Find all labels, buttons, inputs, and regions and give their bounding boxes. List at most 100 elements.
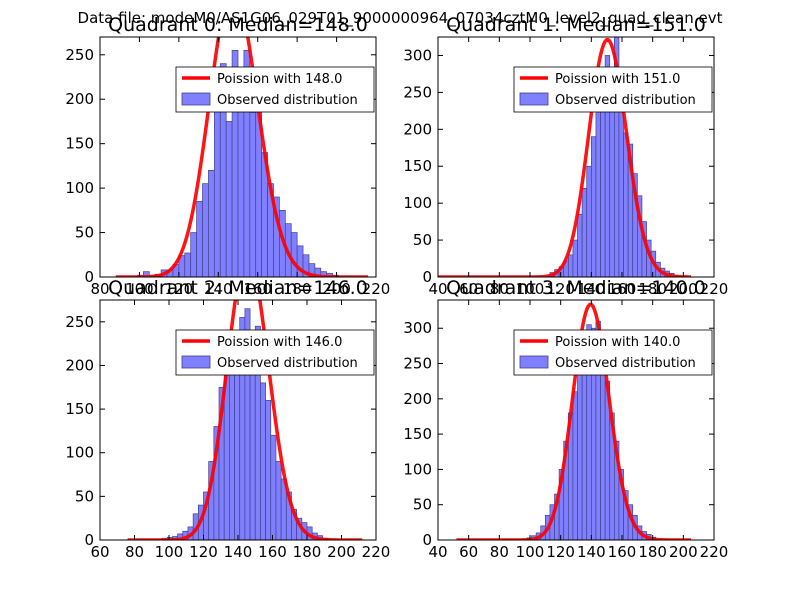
histogram-bar [229, 369, 235, 540]
histogram-bar [202, 183, 209, 277]
x-tick-label: 120 [189, 543, 218, 561]
histogram-bar [237, 94, 245, 277]
x-tick-label: 160 [258, 543, 287, 561]
x-tick-label: 100 [125, 280, 154, 298]
histogram-bar [623, 132, 629, 277]
histogram-bar [260, 382, 266, 540]
histogram-bar [225, 121, 233, 277]
x-tick-label: 160 [608, 543, 637, 561]
histogram-bar [595, 106, 601, 277]
x-tick-label: 40 [428, 543, 447, 561]
x-tick-label: 100 [516, 280, 545, 298]
y-tick-label: 300 [403, 319, 432, 337]
legend-observed-label: Observed distribution [217, 93, 358, 108]
x-tick-label: 200 [327, 543, 356, 561]
y-tick-label: 50 [75, 487, 94, 505]
axes-frame [99, 36, 377, 278]
histogram-bars [137, 49, 339, 277]
x-tick-label: 180 [283, 280, 312, 298]
x-tick-label: 160 [608, 280, 637, 298]
x-tick-label: 80 [490, 543, 509, 561]
histogram-bar [572, 239, 578, 277]
axes-frame [437, 36, 715, 278]
panel-title: Quadrant 2: Median=146.0 [108, 277, 368, 299]
x-tick-label: 120 [546, 280, 575, 298]
legend: Poission with 148.0 Observed distribution [175, 66, 375, 113]
panel-title: Quadrant 3: Median=140.0 [446, 277, 706, 299]
y-tick-label: 0 [422, 531, 432, 549]
x-tick-label: 60 [459, 543, 478, 561]
legend-observed-label: Observed distribution [217, 356, 358, 371]
x-tick-label: 80 [90, 280, 109, 298]
y-tick-label: 50 [413, 231, 432, 249]
y-tick-label: 100 [65, 179, 94, 197]
histogram-bar [208, 169, 215, 277]
x-tick-label: 120 [165, 280, 194, 298]
panel-title: Quadrant 0: Median=148.0 [108, 14, 368, 36]
x-tick-label: 180 [638, 543, 667, 561]
x-tick-label: 200 [322, 280, 351, 298]
histogram-bar [586, 165, 592, 277]
legend-poisson-label: Poission with 148.0 [217, 72, 342, 87]
y-tick-label: 150 [403, 157, 432, 175]
histogram-bar [581, 356, 588, 540]
x-tick-label: 80 [125, 543, 144, 561]
x-tick-label: 120 [546, 543, 575, 561]
histogram-bar [572, 391, 578, 540]
x-tick-label: 180 [293, 543, 322, 561]
x-tick-label: 140 [577, 543, 606, 561]
legend-bar-swatch [181, 355, 211, 369]
histogram-bar [581, 188, 588, 277]
y-tick-label: 150 [65, 135, 94, 153]
x-tick-label: 220 [700, 280, 729, 298]
legend-bar-swatch [519, 92, 549, 106]
x-tick-label: 40 [428, 280, 447, 298]
y-tick-label: 100 [65, 444, 94, 462]
y-tick-label: 250 [65, 313, 94, 331]
y-tick-label: 200 [65, 356, 94, 374]
y-tick-label: 0 [422, 268, 432, 286]
y-tick-label: 150 [403, 425, 432, 443]
histogram-bar [270, 434, 277, 540]
legend: Poission with 146.0 Observed distribution [175, 329, 375, 376]
x-tick-label: 60 [459, 280, 478, 298]
x-tick-label: 100 [155, 543, 184, 561]
histogram-bar [190, 232, 197, 277]
y-tick-label: 200 [403, 120, 432, 138]
legend-poisson-label: Poission with 140.0 [555, 335, 680, 350]
y-tick-label: 50 [413, 496, 432, 514]
figure-title: Data file: modeM0/AS1G06_029T01_90000009… [77, 9, 723, 27]
histogram-bar [600, 349, 606, 540]
histogram-bar [567, 254, 574, 277]
legend: Poission with 140.0 Observed distribution [513, 329, 713, 376]
x-tick-label: 140 [224, 543, 253, 561]
quadrant-2-panel: 60 80 100 120 140 160 180 200 220 0 50 100 150 200 250… [65, 277, 391, 561]
legend-bar-swatch [181, 92, 211, 106]
x-tick-label: 220 [700, 543, 729, 561]
y-tick-label: 100 [403, 194, 432, 212]
legend-poisson-label: Poission with 146.0 [217, 335, 342, 350]
histogram-bar [184, 252, 192, 277]
x-tick-label: 80 [490, 280, 509, 298]
x-tick-label: 140 [577, 280, 606, 298]
histogram-bar [577, 370, 583, 540]
y-tick-label: 250 [65, 46, 94, 64]
quadrant-1-panel: 40 60 80 100 120 140 160 180 200 2200501001502002… [403, 14, 728, 298]
histogram-bar [577, 213, 583, 277]
x-tick-label: 100 [516, 543, 545, 561]
x-tick-label: 180 [638, 280, 667, 298]
quadrant-3-panel: 40 60 80 100 120 140 160 180 200 2200501001502002… [403, 277, 728, 561]
y-tick-label: 200 [65, 90, 94, 108]
quadrant-0-panel: 80 100 120 140 160 180 200 220 0 50 100 150 200 250 Qu… [65, 14, 390, 298]
poisson-curve [438, 38, 692, 277]
legend-bar-swatch [519, 355, 549, 369]
x-tick-label: 220 [362, 543, 391, 561]
y-tick-label: 50 [75, 224, 94, 242]
histogram-bar [618, 95, 624, 277]
histogram-bar [213, 89, 221, 277]
legend-poisson-label: Poission with 151.0 [555, 72, 680, 87]
y-tick-label: 250 [403, 355, 432, 373]
y-tick-label: 0 [84, 268, 94, 286]
histogram-bar [265, 400, 272, 540]
